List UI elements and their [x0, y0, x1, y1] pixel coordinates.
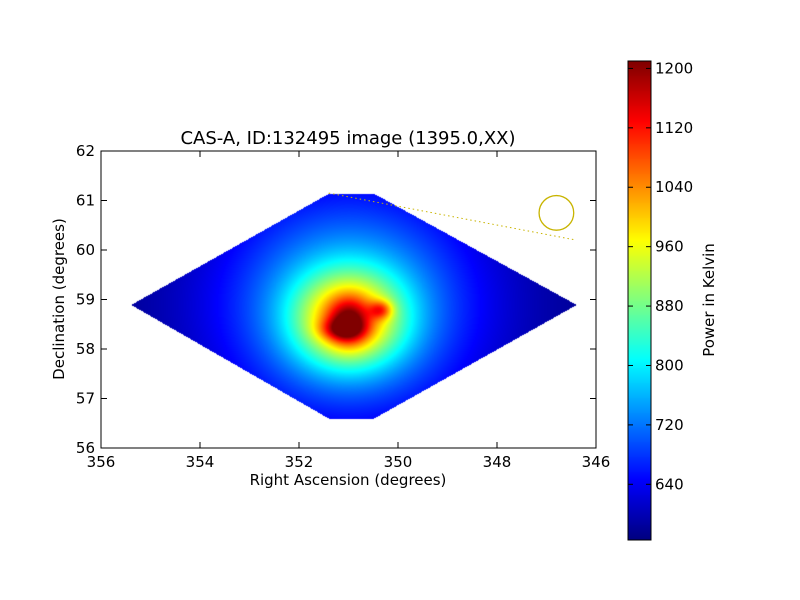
y-tick-label: 56	[76, 439, 95, 457]
colorbar-gradient	[628, 61, 651, 540]
colorbar-label: Power in Kelvin	[700, 243, 718, 357]
x-tick-label: 352	[285, 453, 314, 471]
x-axis-label: Right Ascension (degrees)	[250, 471, 447, 489]
colorbar-tick-label: 960	[655, 238, 684, 256]
colorbar-tick-label: 1120	[655, 119, 693, 137]
heatmap-image	[101, 151, 596, 448]
y-axis-label: Declination (degrees)	[50, 218, 68, 380]
colorbar-tick-label: 1040	[655, 178, 693, 196]
colorbar-ticks: 640 720 800 880 960 1040 1120 1200	[628, 59, 693, 493]
x-tick-label: 354	[186, 453, 215, 471]
y-tick-label: 58	[76, 340, 95, 358]
chart-title: CAS-A, ID:132495 image (1395.0,XX)	[180, 128, 515, 149]
colorbar-tick-label: 1200	[655, 59, 693, 77]
x-axis: 356 354 352 350 348 346	[87, 151, 611, 471]
y-tick-label: 61	[76, 192, 95, 210]
plot-area	[100, 150, 597, 449]
x-tick-label: 356	[87, 453, 116, 471]
colorbar: 640 720 800 880 960 1040 1120 1200 Power in Kel…	[627, 59, 718, 541]
x-tick-label: 346	[582, 453, 611, 471]
x-tick-label: 348	[483, 453, 512, 471]
colorbar-tick-label: 640	[655, 475, 684, 493]
colorbar-tick-label: 720	[655, 416, 684, 434]
annotations-layer	[328, 192, 577, 241]
colorbar-tick-label: 800	[655, 356, 684, 374]
annotation-dotted-line	[328, 192, 577, 241]
beam-circle	[538, 194, 575, 231]
y-tick-label: 62	[76, 142, 95, 160]
y-tick-label: 60	[76, 241, 95, 259]
y-tick-label: 59	[76, 291, 95, 309]
y-tick-label: 57	[76, 390, 95, 408]
colorbar-frame	[627, 60, 652, 541]
x-tick-label: 350	[384, 453, 413, 471]
colorbar-tick-label: 880	[655, 297, 684, 315]
y-axis: 56 57 58 59 60 61 62	[76, 142, 596, 457]
